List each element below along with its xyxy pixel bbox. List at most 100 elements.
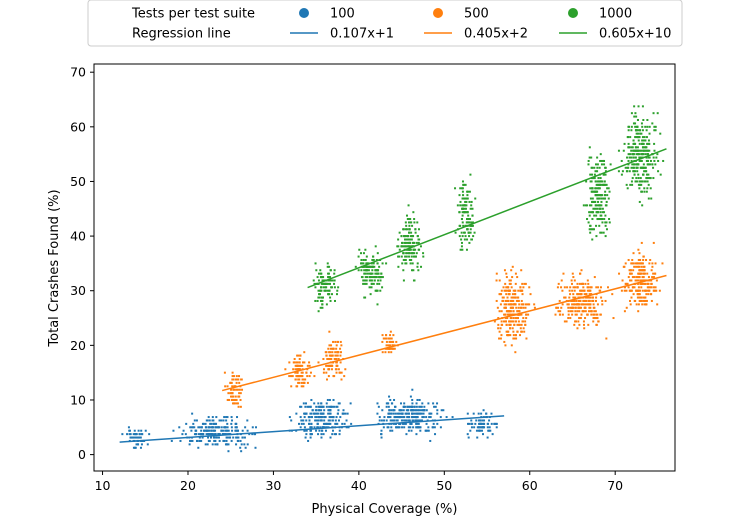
data-point bbox=[596, 166, 599, 169]
data-point bbox=[307, 439, 310, 442]
data-point bbox=[570, 306, 573, 309]
data-point bbox=[508, 320, 511, 323]
data-point bbox=[301, 378, 304, 381]
data-point bbox=[645, 170, 648, 173]
data-point bbox=[608, 190, 611, 193]
data-point bbox=[623, 142, 626, 145]
data-point bbox=[463, 204, 466, 207]
data-point bbox=[389, 344, 392, 347]
data-point bbox=[230, 381, 233, 384]
data-point bbox=[659, 132, 662, 135]
data-point bbox=[580, 289, 583, 292]
data-point bbox=[436, 402, 439, 405]
data-point bbox=[432, 402, 435, 405]
data-point bbox=[409, 426, 412, 429]
data-point bbox=[507, 334, 510, 337]
data-point bbox=[636, 166, 639, 169]
data-point bbox=[320, 282, 323, 285]
data-point bbox=[643, 272, 646, 275]
data-point bbox=[593, 190, 596, 193]
data-point bbox=[574, 313, 577, 316]
data-point bbox=[658, 289, 661, 292]
data-point bbox=[470, 426, 473, 429]
data-point bbox=[654, 163, 657, 166]
data-point bbox=[595, 194, 598, 197]
data-point bbox=[593, 173, 596, 176]
data-point bbox=[404, 228, 407, 231]
data-point bbox=[231, 419, 234, 422]
data-point bbox=[202, 422, 205, 425]
data-point bbox=[121, 433, 124, 436]
data-point bbox=[284, 368, 287, 371]
data-point bbox=[463, 211, 466, 214]
data-point bbox=[506, 330, 509, 333]
data-point bbox=[317, 272, 320, 275]
data-point bbox=[300, 405, 303, 408]
data-point bbox=[592, 190, 595, 193]
data-point bbox=[505, 272, 508, 275]
data-point bbox=[598, 166, 601, 169]
data-point bbox=[325, 364, 328, 367]
data-point bbox=[394, 405, 397, 408]
data-point bbox=[419, 245, 422, 248]
data-point bbox=[641, 269, 644, 272]
data-point bbox=[514, 282, 517, 285]
data-point bbox=[316, 422, 319, 425]
data-point bbox=[320, 409, 323, 412]
data-point bbox=[429, 439, 432, 442]
data-point bbox=[652, 276, 655, 279]
data-point bbox=[642, 269, 645, 272]
data-point bbox=[213, 436, 216, 439]
data-point bbox=[461, 180, 464, 183]
data-point bbox=[464, 183, 467, 186]
data-point bbox=[654, 289, 657, 292]
data-point bbox=[135, 433, 138, 436]
data-point bbox=[307, 416, 310, 419]
data-point bbox=[587, 286, 590, 289]
series-100 bbox=[121, 388, 498, 453]
data-point bbox=[251, 426, 254, 429]
data-point bbox=[573, 323, 576, 326]
data-point bbox=[630, 159, 633, 162]
data-point bbox=[467, 218, 470, 221]
data-point bbox=[389, 337, 392, 340]
data-point bbox=[461, 197, 464, 200]
data-point bbox=[201, 436, 204, 439]
data-point bbox=[582, 299, 585, 302]
data-point bbox=[325, 282, 328, 285]
data-point bbox=[338, 402, 341, 405]
data-point bbox=[501, 296, 504, 299]
data-point bbox=[517, 289, 520, 292]
data-point bbox=[599, 159, 602, 162]
data-point bbox=[321, 412, 324, 415]
data-point bbox=[417, 241, 420, 244]
data-point bbox=[587, 163, 590, 166]
data-point bbox=[592, 228, 595, 231]
data-point bbox=[464, 207, 467, 210]
data-point bbox=[214, 433, 217, 436]
data-point bbox=[513, 323, 516, 326]
data-point bbox=[330, 358, 333, 361]
data-point bbox=[192, 426, 195, 429]
data-point bbox=[638, 252, 641, 255]
data-point bbox=[327, 347, 330, 350]
data-point bbox=[378, 276, 381, 279]
data-point bbox=[507, 310, 510, 313]
data-point bbox=[298, 375, 301, 378]
data-point bbox=[217, 436, 220, 439]
data-point bbox=[647, 139, 650, 142]
data-point bbox=[590, 204, 593, 207]
data-point bbox=[327, 419, 330, 422]
data-point bbox=[586, 289, 589, 292]
data-point bbox=[432, 422, 435, 425]
data-point bbox=[642, 118, 645, 121]
data-point bbox=[416, 422, 419, 425]
data-point bbox=[578, 310, 581, 313]
data-point bbox=[636, 136, 639, 139]
data-point bbox=[571, 272, 574, 275]
data-point bbox=[460, 238, 463, 241]
data-point bbox=[238, 395, 241, 398]
data-point bbox=[460, 231, 463, 234]
data-point bbox=[520, 299, 523, 302]
data-point bbox=[318, 405, 321, 408]
